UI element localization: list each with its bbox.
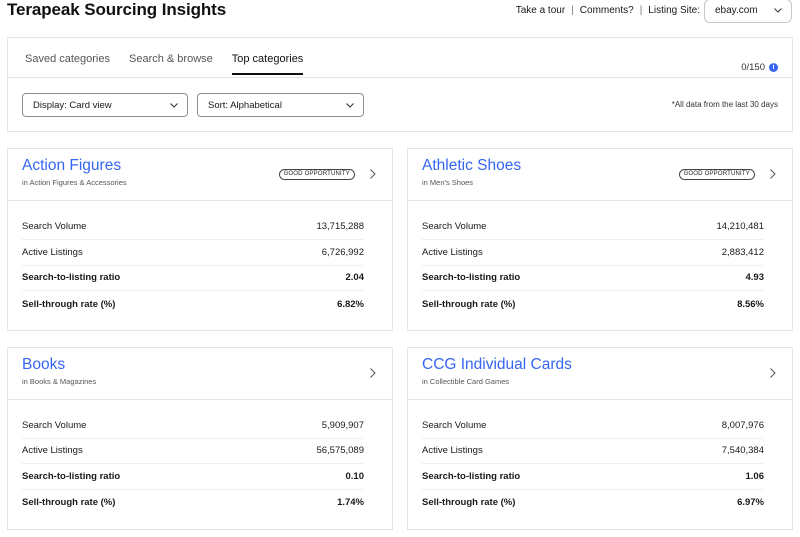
metric-row-ratio: Search-to-listing ratio 2.04	[22, 265, 364, 291]
card-divider	[8, 200, 392, 201]
metric-row-active-listings: Active Listings 7,540,384	[422, 438, 764, 464]
card-title[interactable]: CCG Individual Cards	[422, 356, 572, 373]
metric-label: Search-to-listing ratio	[422, 272, 521, 283]
metric-value: 2.04	[345, 272, 365, 283]
display-dropdown[interactable]: Display: Card view	[22, 93, 188, 117]
card-divider	[408, 399, 792, 400]
metric-value: 5,909,907	[321, 420, 364, 431]
header-links: Take a tour | Comments? | Listing Site: …	[515, 0, 792, 23]
metric-label: Search-to-listing ratio	[422, 471, 521, 482]
category-card: Athletic Shoes in Men's Shoes GOOD OPPOR…	[407, 148, 793, 331]
category-tabs: Saved categories Search & browse Top cat…	[25, 53, 322, 75]
metric-value: 6.97%	[737, 496, 764, 508]
metric-label: Sell-through rate (%)	[22, 496, 116, 508]
chevron-down-icon	[169, 100, 179, 110]
metric-value: 1.06	[745, 471, 765, 482]
metric-value: 4.93	[745, 272, 765, 283]
metric-label: Sell-through rate (%)	[422, 298, 516, 310]
data-note: *All data from the last 30 days	[671, 100, 778, 109]
metric-value: 0.10	[345, 471, 365, 482]
metric-value: 6.82%	[337, 298, 364, 310]
opportunity-badge: GOOD OPPORTUNITY	[678, 169, 755, 180]
card-subtitle: in Men's Shoes	[422, 178, 474, 187]
chevron-down-icon	[773, 6, 783, 16]
card-title[interactable]: Action Figures	[22, 157, 122, 174]
metric-row-search-volume: Search Volume 5,909,907	[22, 413, 364, 439]
metric-row-active-listings: Active Listings 6,726,992	[22, 240, 364, 266]
controls-panel: Saved categories Search & browse Top cat…	[7, 37, 793, 132]
metric-label: Search-to-listing ratio	[22, 272, 121, 283]
chevron-right-icon[interactable]	[768, 168, 778, 180]
sort-dropdown[interactable]: Sort: Alphabetical	[197, 93, 364, 117]
metric-label: Active Listings	[422, 247, 483, 258]
metric-row-sell-through: Sell-through rate (%) 6.97%	[422, 489, 764, 515]
metric-row-active-listings: Active Listings 2,883,412	[422, 240, 764, 266]
link-separator: |	[571, 5, 574, 16]
metric-label: Active Listings	[422, 445, 483, 456]
saved-count: 0/150 i	[741, 62, 778, 73]
metric-row-sell-through: Sell-through rate (%) 8.56%	[422, 291, 764, 317]
metric-row-sell-through: Sell-through rate (%) 1.74%	[22, 489, 364, 515]
chevron-right-icon[interactable]	[768, 367, 778, 379]
link-separator: |	[639, 5, 643, 16]
metric-label: Active Listings	[22, 445, 83, 456]
listing-site-label: Listing Site:	[648, 5, 700, 16]
metric-value: 14,210,481	[716, 221, 764, 232]
metric-value: 6,726,992	[321, 247, 364, 258]
card-divider	[8, 399, 392, 400]
metric-value: 2,883,412	[721, 247, 764, 258]
metric-value: 8,007,976	[721, 420, 764, 431]
metric-row-sell-through: Sell-through rate (%) 6.82%	[22, 291, 364, 317]
metric-value: 7,540,384	[721, 445, 764, 456]
metric-row-ratio: Search-to-listing ratio 4.93	[422, 265, 764, 291]
metric-value: 13,715,288	[316, 221, 364, 232]
metric-label: Search Volume	[422, 420, 487, 431]
metric-label: Search Volume	[22, 221, 87, 232]
chevron-right-icon[interactable]	[368, 168, 378, 180]
metric-row-ratio: Search-to-listing ratio 1.06	[422, 464, 764, 490]
chevron-down-icon	[345, 100, 355, 110]
card-divider	[408, 200, 792, 201]
metric-label: Search Volume	[422, 221, 487, 232]
app-title: Terapeak Sourcing Insights	[7, 0, 227, 19]
tab-top-categories[interactable]: Top categories	[231, 53, 304, 75]
metric-row-active-listings: Active Listings 56,575,089	[22, 438, 364, 464]
chevron-right-icon[interactable]	[368, 367, 378, 379]
tabs-divider	[8, 77, 792, 78]
metric-value: 56,575,089	[316, 445, 364, 456]
metric-row-search-volume: Search Volume 8,007,976	[422, 413, 764, 439]
tab-search-browse[interactable]: Search & browse	[129, 53, 213, 65]
tab-saved-categories[interactable]: Saved categories	[25, 53, 110, 65]
comments-link[interactable]: Comments?	[579, 5, 634, 16]
metric-label: Search-to-listing ratio	[22, 471, 121, 482]
metric-label: Sell-through rate (%)	[22, 298, 116, 310]
metric-label: Sell-through rate (%)	[422, 496, 516, 508]
card-title[interactable]: Athletic Shoes	[422, 157, 522, 174]
metric-label: Active Listings	[22, 247, 83, 258]
category-card: CCG Individual Cards in Collectible Card…	[407, 347, 793, 530]
info-icon[interactable]: i	[769, 63, 778, 72]
saved-count-value: 0/150	[741, 62, 765, 73]
metric-row-ratio: Search-to-listing ratio 0.10	[22, 464, 364, 490]
listing-site-value: ebay.com	[715, 5, 758, 16]
opportunity-badge: GOOD OPPORTUNITY	[278, 169, 355, 180]
card-subtitle: in Collectible Card Games	[422, 377, 510, 386]
category-card: Action Figures in Action Figures & Acces…	[7, 148, 393, 331]
metric-label: Search Volume	[22, 420, 87, 431]
metric-value: 1.74%	[337, 496, 364, 508]
metric-row-search-volume: Search Volume 14,210,481	[422, 214, 764, 240]
card-subtitle: in Books & Magazines	[22, 377, 97, 386]
card-subtitle: in Action Figures & Accessories	[22, 178, 127, 187]
metric-value: 8.56%	[737, 298, 764, 310]
listing-site-select[interactable]: ebay.com	[704, 0, 792, 23]
take-tour-link[interactable]: Take a tour	[515, 5, 566, 16]
card-title[interactable]: Books	[22, 356, 66, 373]
category-card: Books in Books & Magazines Search Volume…	[7, 347, 393, 530]
metric-row-search-volume: Search Volume 13,715,288	[22, 214, 364, 240]
sort-dropdown-value: Sort: Alphabetical	[208, 99, 282, 111]
display-dropdown-value: Display: Card view	[33, 99, 112, 111]
